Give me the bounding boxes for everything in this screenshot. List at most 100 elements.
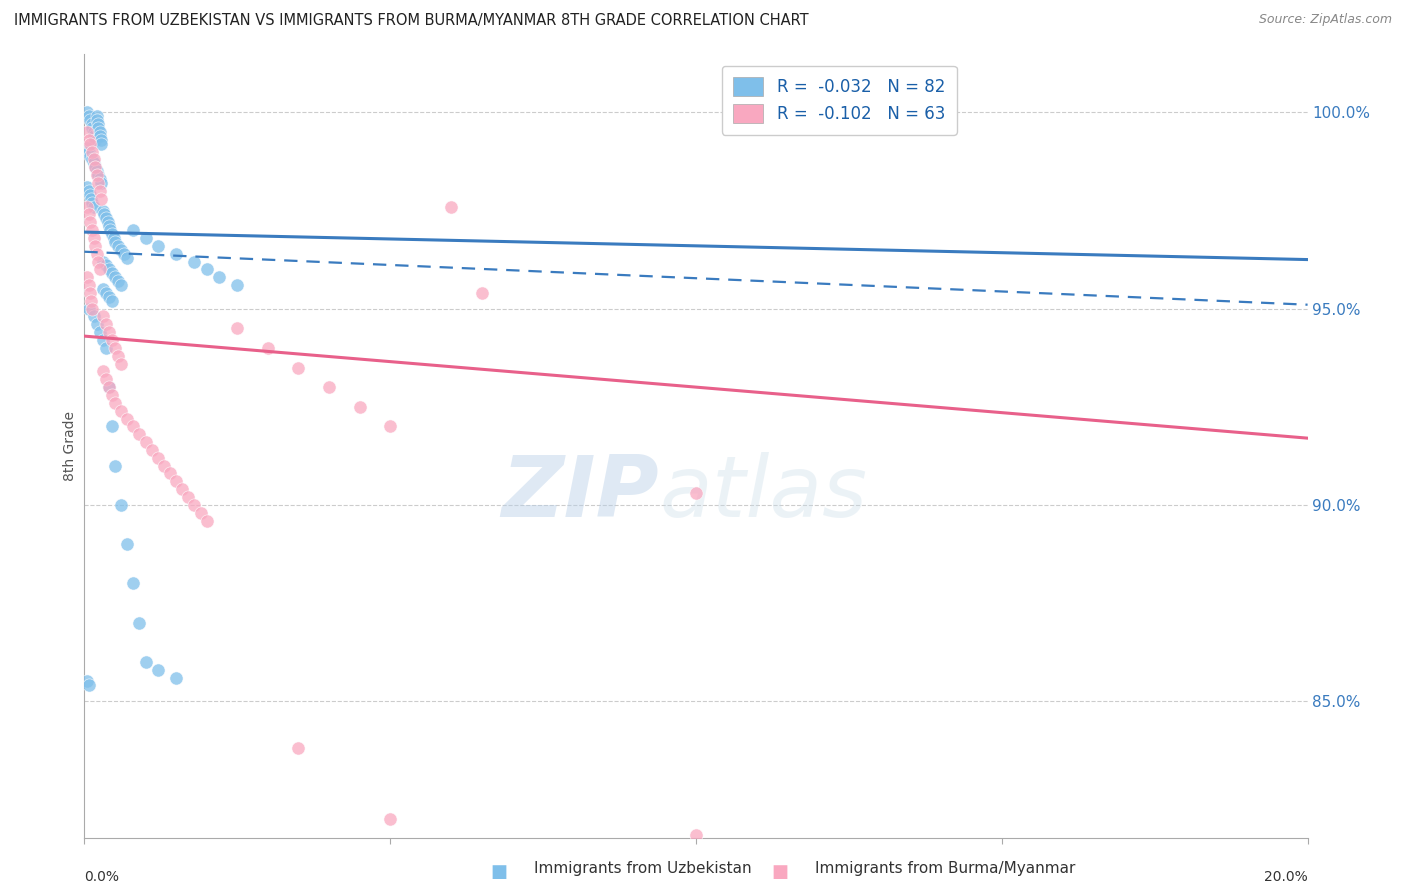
Point [115,411,138,425]
Point [82,301,104,316]
Point [89,184,111,198]
Point [104,235,127,249]
Point [80,153,103,167]
Point [110,278,132,293]
Point [83,231,105,245]
Point [76,180,98,194]
Point [190,506,212,520]
Point [165,671,187,685]
Point [172,482,194,496]
Point [87,254,110,268]
Point [107,349,129,363]
Point [287,360,309,375]
Point [94,372,117,386]
Point [226,321,249,335]
Point [135,655,157,669]
Point [101,266,124,280]
Point [86,168,108,182]
Point [76,141,98,155]
Point [76,105,98,120]
Point [97,325,120,339]
Point [77,278,100,293]
Point [101,227,124,241]
Point [97,219,120,234]
Point [195,262,218,277]
Point [76,200,98,214]
Point [86,109,108,123]
Point [87,117,110,131]
Point [80,223,103,237]
Point [89,325,111,339]
Point [76,270,98,285]
Point [110,403,132,417]
Point [80,293,103,308]
Point [115,537,138,551]
Point [90,133,112,147]
Text: ■: ■ [772,863,789,881]
Point [104,270,127,285]
Point [101,388,124,402]
Text: 20.0%: 20.0% [1264,870,1308,884]
Point [107,239,129,253]
Point [97,380,120,394]
Point [80,192,103,206]
Point [165,475,187,489]
Point [226,278,249,293]
Point [122,223,145,237]
Point [94,211,117,226]
Point [122,576,145,591]
Point [83,125,105,139]
Point [349,400,371,414]
Point [287,741,309,756]
Point [91,203,114,218]
Point [685,486,707,500]
Point [153,458,176,473]
Point [83,310,105,324]
Text: ZIP: ZIP [502,451,659,534]
Point [440,200,463,214]
Point [94,285,117,300]
Point [79,215,101,229]
Point [257,341,280,355]
Point [101,333,124,347]
Point [90,136,112,151]
Point [115,251,138,265]
Point [80,145,103,159]
Point [86,246,108,260]
Point [84,161,107,175]
Point [112,246,135,260]
Point [90,176,112,190]
Point [79,148,101,162]
Point [86,113,108,128]
Text: Immigrants from Uzbekistan: Immigrants from Uzbekistan [534,861,752,876]
Point [89,128,111,143]
Point [103,231,125,245]
Point [318,380,340,394]
Point [380,812,402,826]
Point [87,168,110,182]
Point [91,333,114,347]
Point [165,246,187,260]
Point [471,285,494,300]
Point [79,113,101,128]
Point [146,239,169,253]
Point [83,200,105,214]
Point [146,450,169,465]
Point [97,380,120,394]
Point [77,184,100,198]
Point [77,207,100,221]
Point [183,498,205,512]
Point [93,207,115,221]
Point [79,187,101,202]
Point [110,357,132,371]
Point [91,282,114,296]
Point [195,514,218,528]
Point [91,364,114,378]
Point [104,396,127,410]
Point [86,164,108,178]
Point [97,215,120,229]
Point [97,262,120,277]
Point [84,133,107,147]
Point [110,243,132,257]
Point [84,239,107,253]
